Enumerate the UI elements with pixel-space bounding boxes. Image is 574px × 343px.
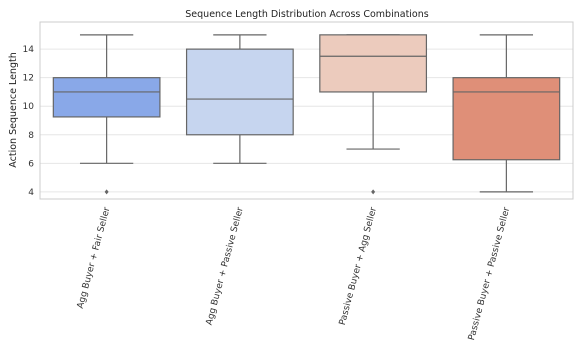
boxes-layer — [52, 34, 561, 195]
x-tick-label: Passive Buyer + Agg Seller — [338, 206, 379, 327]
x-tick-label: Agg Buyer + Passive Seller — [205, 206, 246, 327]
x-tick-labels: Agg Buyer + Fair Seller Agg Buyer + Passi… — [76, 206, 513, 342]
box-2 — [185, 34, 294, 164]
box-iqr — [52, 77, 161, 118]
outlier-point — [104, 189, 109, 195]
chart-title: Sequence Length Distribution Across Comb… — [185, 9, 429, 20]
y-tick-label: 6 — [28, 159, 34, 169]
y-tick-label: 4 — [28, 188, 34, 198]
box-3 — [319, 34, 428, 195]
y-tick-labels: 4 6 8 10 12 14 — [23, 45, 35, 198]
box-iqr — [319, 34, 428, 93]
box-iqr — [185, 48, 294, 136]
box-iqr — [452, 77, 561, 161]
y-tick-label: 8 — [28, 131, 34, 141]
x-tick-label: Agg Buyer + Fair Seller — [76, 206, 113, 310]
y-tick-label: 10 — [23, 102, 35, 112]
y-tick-label: 12 — [23, 74, 34, 84]
y-axis-label: Action Sequence Length — [8, 52, 19, 167]
box-1 — [52, 34, 161, 195]
box-4 — [452, 34, 561, 193]
outlier-point — [371, 189, 376, 195]
x-tick-label: Passive Buyer + Passive Seller — [467, 206, 512, 342]
y-tick-label: 14 — [23, 45, 35, 55]
plot-area-frame — [39, 21, 574, 200]
